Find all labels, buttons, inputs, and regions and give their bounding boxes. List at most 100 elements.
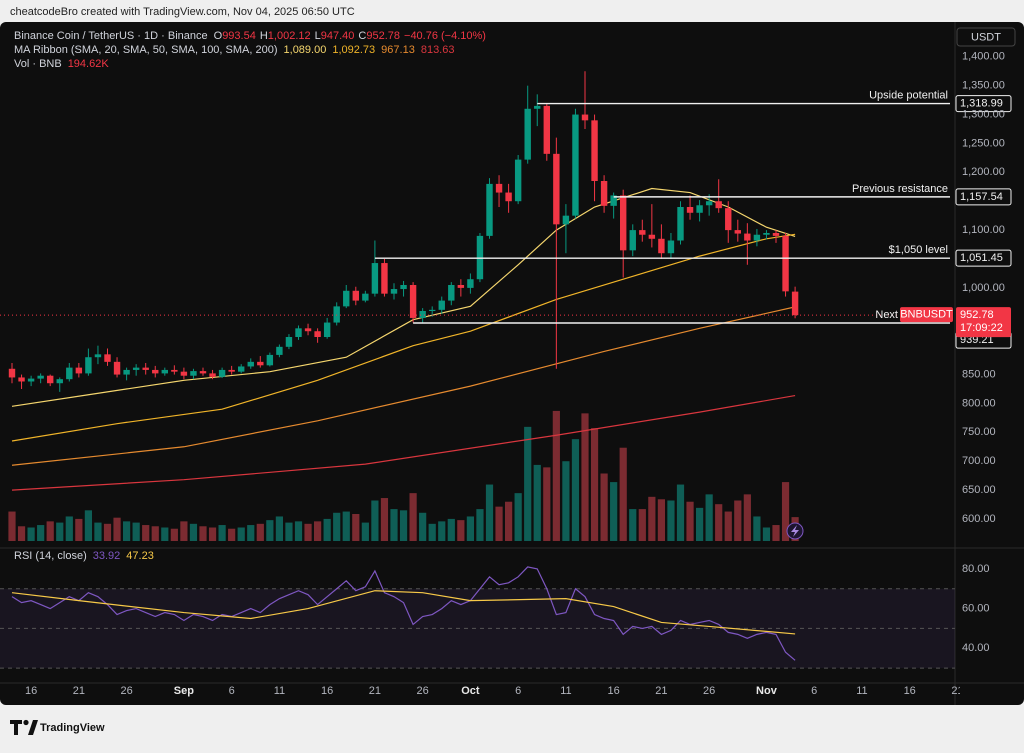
level-text: Next <box>875 309 898 321</box>
candle-body <box>371 263 379 294</box>
rsi-line <box>11 566 796 661</box>
volume-bar <box>667 500 675 541</box>
volume-bar <box>275 516 283 541</box>
candle-body <box>572 114 579 216</box>
volume-bar <box>142 525 150 541</box>
volume-bar <box>170 528 178 541</box>
y-tick-label: 1,250.00 <box>962 137 1005 149</box>
candle-body <box>238 366 245 372</box>
volume-bar <box>94 522 102 541</box>
symbol-label: BNBUSDT <box>900 309 953 321</box>
legend-item: L <box>315 30 321 42</box>
volume-bar <box>352 514 360 541</box>
volume-bar <box>781 482 790 541</box>
legend: Vol · BNB 194.62K <box>14 58 109 70</box>
last-price-label: 952.78 <box>960 309 994 321</box>
candle-body <box>304 328 312 332</box>
candle-body <box>438 300 445 310</box>
volume-bar <box>734 500 742 541</box>
legend-item: 47.23 <box>126 550 154 562</box>
currency: USDT <box>971 31 1001 43</box>
x-tick-label: 21 <box>951 685 963 697</box>
volume-bar <box>419 512 427 541</box>
level-text: $1,050 level <box>889 244 948 256</box>
x-tick-label: 16 <box>904 685 916 697</box>
candle-body <box>18 377 25 382</box>
level-price-box <box>955 188 1012 206</box>
volume-bar <box>409 493 417 541</box>
volume-bar <box>552 410 560 541</box>
candle-body <box>562 215 570 225</box>
candle-body <box>142 367 149 370</box>
y-tick-label: 600.00 <box>962 513 996 525</box>
candle-body <box>276 346 283 355</box>
candle-body <box>505 192 512 202</box>
volume-bar <box>457 520 465 541</box>
volume-bar <box>285 522 293 541</box>
volume-bar <box>56 522 64 541</box>
level-price-box <box>955 95 1012 113</box>
brand: TradingView <box>40 722 105 734</box>
legend-item: RSI (14, close) <box>14 550 87 562</box>
volume-bar <box>218 525 226 541</box>
volume-bar <box>686 501 694 541</box>
candle-body <box>514 159 522 202</box>
volume-bar <box>715 504 723 541</box>
candle-body <box>705 201 713 206</box>
volume-bar <box>228 528 236 541</box>
alert-icon-bolt <box>791 525 799 537</box>
candle-body <box>667 240 675 254</box>
x-tick-label: 16 <box>25 685 37 697</box>
volume-bar <box>705 494 713 541</box>
candle-body <box>113 361 121 375</box>
volume-bar <box>266 520 274 541</box>
countdown-label: 17:09:22 <box>960 322 1003 334</box>
y-tick-label: 1,300.00 <box>962 108 1005 120</box>
legend: RSI (14, close) 33.92 47.23 <box>14 550 154 562</box>
legend-item: C <box>358 30 366 42</box>
candle-body <box>744 233 751 241</box>
volume-bar <box>132 522 140 541</box>
volume-bar <box>247 525 255 541</box>
volume-bar <box>724 511 732 541</box>
candle-body <box>132 367 140 370</box>
x-tick-label: 26 <box>120 685 132 697</box>
candle-body <box>285 337 293 347</box>
candle-body <box>648 234 656 239</box>
volume-bar <box>581 413 589 541</box>
candle-body <box>161 369 168 374</box>
candle-body <box>534 105 541 109</box>
volume-bar <box>543 467 551 541</box>
volume-bar <box>743 494 751 541</box>
candle-body <box>228 369 235 372</box>
legend-item: 1,002.12 <box>268 30 311 42</box>
volume-bar <box>485 484 494 541</box>
candle-body <box>400 285 407 290</box>
candle-body <box>782 235 789 292</box>
candle-body <box>171 369 178 372</box>
candle-body <box>247 361 254 367</box>
candle-body <box>390 289 398 294</box>
volume-bar <box>562 461 570 541</box>
volume-bar <box>189 523 198 541</box>
logo-part <box>28 720 38 735</box>
volume-bar <box>696 507 704 541</box>
legend-item: −40.76 (−4.10%) <box>404 30 486 42</box>
y-tick-label: 700.00 <box>962 455 996 467</box>
candle-body <box>56 379 63 384</box>
volume-bar <box>208 527 217 541</box>
candle-body <box>763 233 770 235</box>
candle-body <box>218 369 226 377</box>
candle-body <box>677 207 684 241</box>
volume-bar <box>657 499 665 541</box>
candle-body <box>791 291 799 316</box>
candle-body <box>553 153 560 225</box>
candle-body <box>8 368 16 378</box>
rsi-pane <box>0 566 955 669</box>
overlay: Upside potential 1,318.99 Previous resista… <box>14 30 1012 562</box>
volume-bar <box>161 527 169 541</box>
x-tick-label: 21 <box>73 685 85 697</box>
candle-body <box>725 208 732 231</box>
logo-part <box>14 720 18 735</box>
